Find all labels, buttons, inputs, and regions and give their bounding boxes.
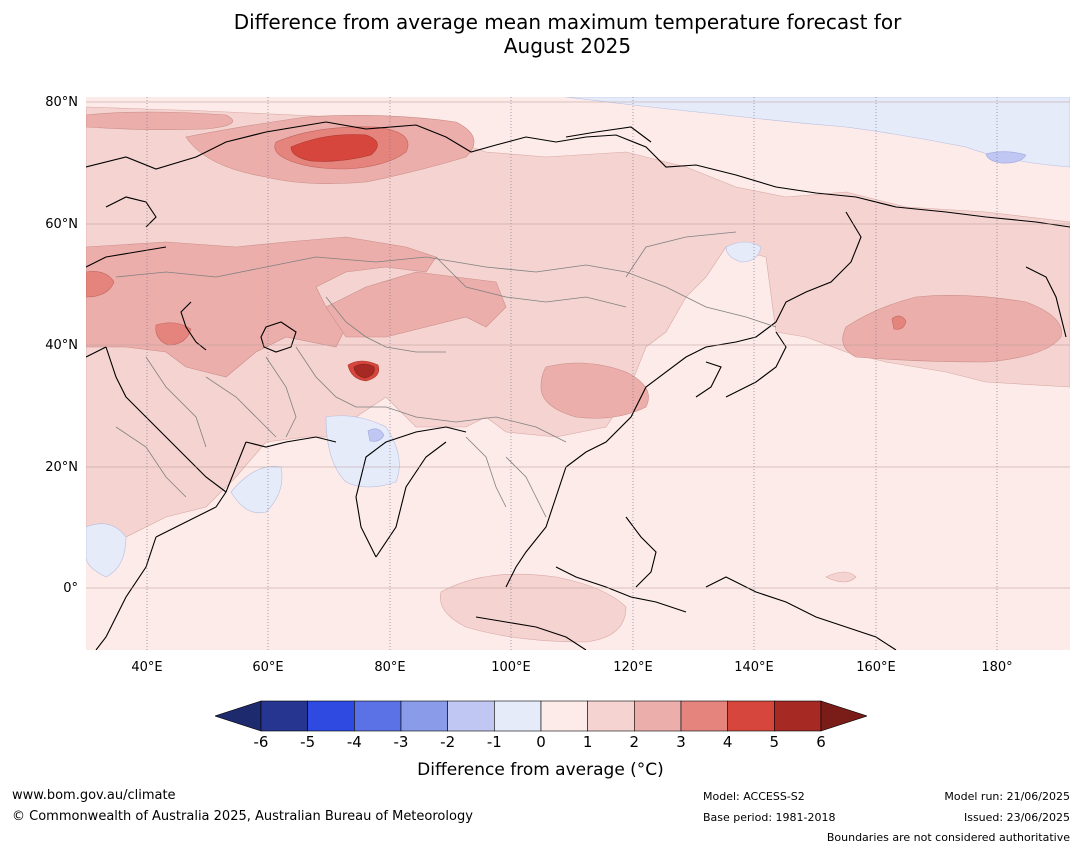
model-run-text: Model run: 21/06/2025 bbox=[944, 790, 1070, 803]
lon-label-40e: 40°E bbox=[131, 660, 163, 675]
lon-label-80e: 80°E bbox=[374, 660, 406, 675]
anomaly-region-black-sea-3-4 bbox=[86, 271, 115, 298]
title-line-1: Difference from average mean maximum tem… bbox=[233, 10, 902, 34]
colorbar-tick-label: -6 bbox=[253, 733, 269, 751]
colorbar-swatch bbox=[307, 700, 355, 732]
colorbar-tick-label: -3 bbox=[393, 733, 409, 751]
anomaly-region-north-pacific-2-3 bbox=[842, 295, 1062, 363]
lon-label-100e: 100°E bbox=[491, 660, 531, 675]
anomaly-region-arctic-neg-1-2 bbox=[985, 151, 1027, 164]
anomaly-region-okhotsk-neg-0-1 bbox=[725, 241, 762, 263]
colorbar-swatch bbox=[587, 700, 635, 732]
colorbar-swatch bbox=[774, 700, 822, 732]
copyright-text: © Commonwealth of Australia 2025, Austra… bbox=[12, 809, 473, 824]
coastlines bbox=[86, 121, 1070, 650]
lat-label-40n: 40°N bbox=[45, 338, 78, 353]
anomaly-region-central-asia-2-3 bbox=[325, 271, 507, 338]
anomaly-region-india-neg-1-2 bbox=[367, 428, 385, 442]
lat-label-20n: 20°N bbox=[45, 460, 78, 475]
anomaly-region-pacific-spot-3-4 bbox=[891, 315, 907, 330]
anomaly-region-ural-4-5 bbox=[290, 134, 378, 162]
model-text: Model: ACCESS-S2 bbox=[703, 790, 805, 803]
colorbar-high-extend bbox=[820, 700, 867, 732]
lon-label-160e: 160°E bbox=[856, 660, 896, 675]
colorbar-tick-label: 4 bbox=[722, 733, 733, 751]
anomaly-map bbox=[86, 97, 1070, 650]
title-line-2: August 2025 bbox=[503, 34, 632, 58]
colorbar bbox=[215, 700, 867, 732]
colorbar-swatch bbox=[400, 700, 448, 732]
colorbar-tick-label: -4 bbox=[346, 733, 362, 751]
colorbar-tick-label: 2 bbox=[629, 733, 640, 751]
colorbar-tick-label: -2 bbox=[440, 733, 456, 751]
lat-label-80n: 80°N bbox=[45, 95, 78, 110]
website-link[interactable]: www.bom.gov.au/climate bbox=[12, 788, 176, 803]
colorbar-tick-label: 0 bbox=[536, 733, 546, 751]
base-period-text: Base period: 1981-2018 bbox=[703, 811, 836, 824]
colorbar-swatch bbox=[680, 700, 728, 732]
lon-label-140e: 140°E bbox=[734, 660, 774, 675]
lat-label-0: 0° bbox=[63, 581, 78, 596]
lon-label-60e: 60°E bbox=[252, 660, 284, 675]
anomaly-region-indian-ocean-1-2 bbox=[439, 573, 627, 643]
colorbar-tick-label: -1 bbox=[486, 733, 502, 751]
anomaly-region-africa-neg-0-1 bbox=[86, 523, 127, 578]
colorbar-swatch bbox=[634, 700, 682, 732]
anomaly-region-himalaya-5-6 bbox=[353, 363, 375, 379]
colorbar-swatch bbox=[447, 700, 495, 732]
lon-label-120e: 120°E bbox=[613, 660, 653, 675]
latitude-lines bbox=[86, 101, 1070, 589]
colorbar-tick-label: 6 bbox=[816, 733, 826, 751]
colorbar-tick-label: 5 bbox=[769, 733, 780, 751]
colorbar-swatch bbox=[494, 700, 542, 732]
colorbar-swatch bbox=[540, 700, 588, 732]
anomaly-region-north-atlantic-2-3 bbox=[86, 111, 233, 130]
colorbar-low-extend bbox=[215, 700, 262, 732]
map-title: Difference from average mean maximum tem… bbox=[0, 10, 1081, 58]
colorbar-tick-label: -5 bbox=[300, 733, 316, 751]
disclaimer-text: Boundaries are not considered authoritat… bbox=[826, 831, 1070, 844]
colorbar-swatch bbox=[260, 700, 308, 732]
lon-label-180: 180° bbox=[981, 660, 1013, 675]
colorbar-label: Difference from average (°C) bbox=[417, 760, 664, 780]
anomaly-region-caspian-3-4 bbox=[155, 322, 192, 346]
anomaly-region-pacific-1-2 bbox=[825, 571, 857, 583]
anomaly-region-china-2-3 bbox=[540, 362, 649, 419]
lat-label-60n: 60°N bbox=[45, 217, 78, 232]
anomaly-region-arabian-sea-neg-0-1 bbox=[230, 465, 283, 514]
graticule bbox=[146, 97, 998, 650]
colorbar-tick-label: 1 bbox=[582, 733, 593, 751]
colorbar-swatch bbox=[354, 700, 402, 732]
issued-text: Issued: 23/06/2025 bbox=[963, 811, 1070, 824]
colorbar-swatch bbox=[727, 700, 775, 732]
colorbar-tick-label: 3 bbox=[676, 733, 686, 751]
